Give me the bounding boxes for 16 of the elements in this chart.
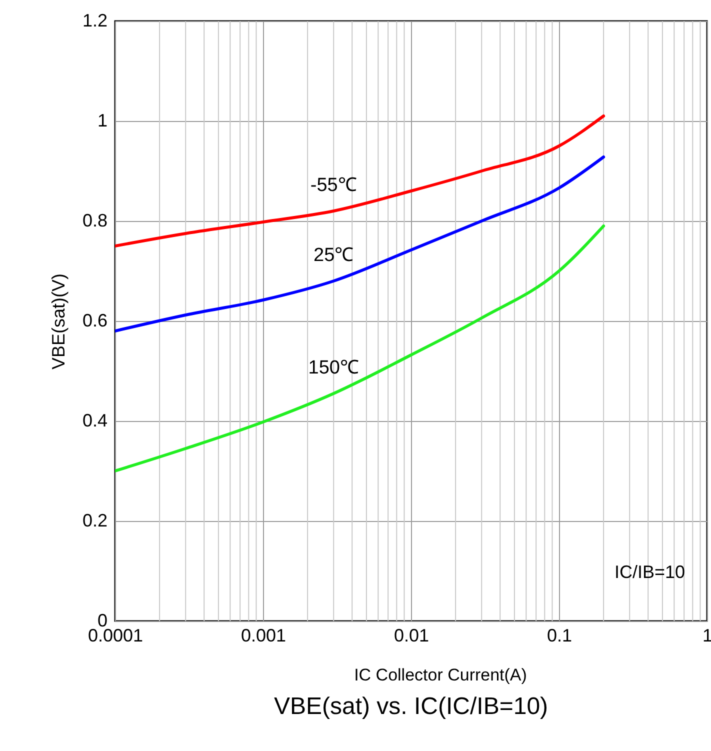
series-label: 25℃ <box>314 245 354 266</box>
y-tick-label: 0.2 <box>82 510 108 530</box>
x-tick-label: 0.1 <box>546 626 572 646</box>
y-tick-label: 1.2 <box>82 10 108 30</box>
x-tick-label: 0.001 <box>240 626 286 646</box>
y-tick-label: 0.4 <box>82 410 108 430</box>
text: VBE(sat) vs. IC(IC/IB=10) <box>274 693 548 720</box>
x-tick-label: 0.01 <box>394 626 430 646</box>
annotation: IC/IB=10 <box>614 562 685 582</box>
y-tick-label: 0.8 <box>82 210 108 230</box>
y-axis-title: VBE(sat)(V) <box>48 273 68 370</box>
y-tick-label: 0.6 <box>82 310 108 330</box>
series-label: 150℃ <box>308 358 359 378</box>
y-tick-label: 1 <box>97 110 108 130</box>
series-label: -55℃ <box>310 175 357 196</box>
x-axis-title: IC Collector Current(A) <box>354 666 527 684</box>
